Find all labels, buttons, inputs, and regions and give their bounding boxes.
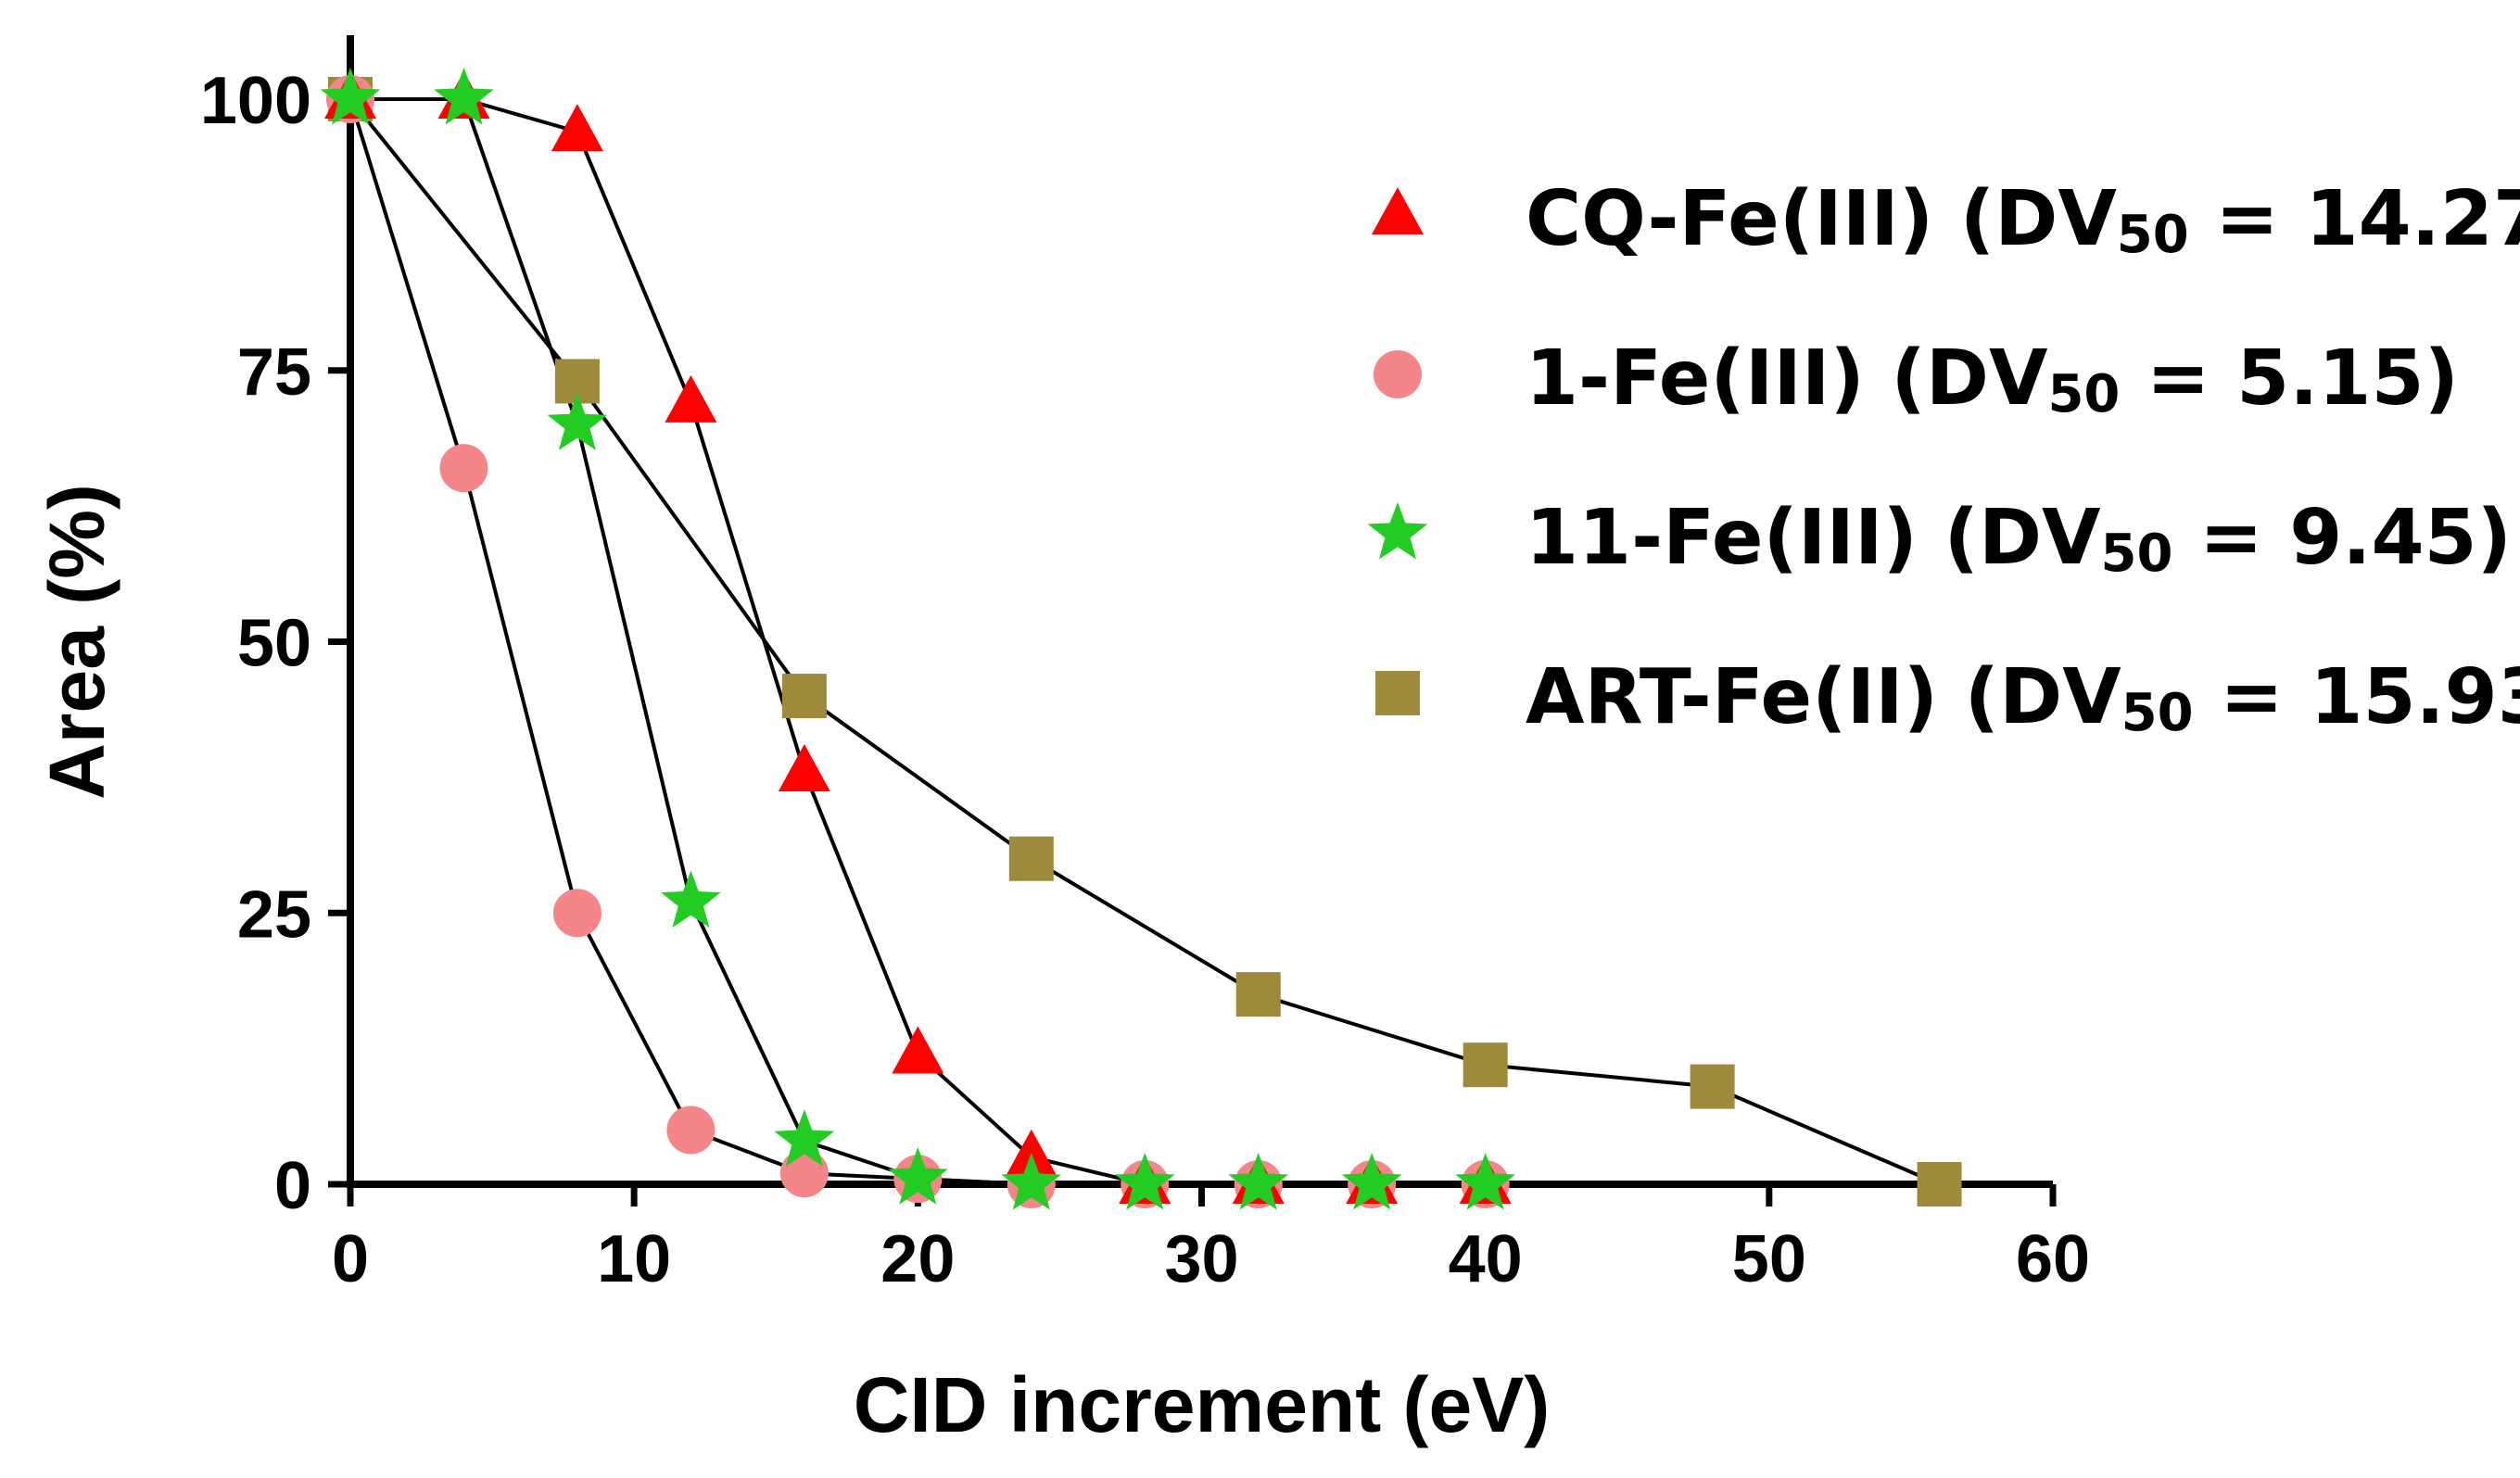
data-point-square: [781, 674, 827, 719]
data-point-circle: [552, 889, 602, 938]
legend-label-prefix: 1-Fe(III) (DV: [1526, 335, 2048, 423]
legend-item: 1-Fe(III) (DV50 = 5.15): [1374, 335, 2459, 424]
y-ticks: 0 25 50 75 100: [200, 64, 350, 1223]
legend-label-subscript: 50: [2047, 364, 2120, 424]
y-tick-label: 25: [237, 878, 311, 952]
data-point-star: [888, 1147, 948, 1205]
legend: CQ-Fe(III) (DV50 = 14.27)1-Fe(III) (DV50…: [1367, 175, 2520, 743]
legend-label-suffix: = 15.93): [2194, 653, 2520, 741]
x-tick-label: 60: [2016, 1222, 2090, 1296]
legend-marker-circle: [1374, 350, 1422, 398]
legend-label-suffix: = 5.15): [2120, 335, 2459, 423]
series-markers: [320, 68, 1962, 1210]
legend-item: CQ-Fe(III) (DV50 = 14.27): [1372, 175, 2520, 265]
legend-label-prefix: CQ-Fe(III) (DV: [1526, 175, 2117, 263]
x-tick-label: 30: [1164, 1222, 1238, 1296]
legend-marker-star: [1367, 502, 1428, 560]
data-point-circle: [439, 444, 488, 493]
series-line-2: [350, 97, 1486, 1186]
data-point-star: [1001, 1153, 1062, 1210]
data-point-triangle: [778, 744, 830, 792]
x-axis-title: CID increment (eV): [854, 1361, 1551, 1448]
legend-marker-square: [1375, 671, 1420, 715]
y-tick-label: 75: [237, 335, 311, 410]
x-tick-label: 10: [597, 1222, 671, 1296]
legend-label-subscript: 50: [2101, 524, 2173, 584]
data-point-star: [1341, 1153, 1402, 1210]
legend-item: 11-Fe(III) (DV50 = 9.45): [1367, 494, 2512, 584]
legend-label-prefix: ART-Fe(II) (DV: [1526, 653, 2121, 741]
data-point-circle: [666, 1105, 715, 1155]
data-point-star: [1455, 1153, 1515, 1210]
y-tick-label: 0: [274, 1149, 311, 1223]
y-tick-label: 50: [237, 607, 311, 681]
data-point-square: [1008, 836, 1054, 881]
legend-label-subscript: 50: [2121, 683, 2194, 743]
data-point-star: [547, 393, 608, 450]
data-point-triangle: [551, 104, 603, 152]
legend-label: CQ-Fe(III) (DV50 = 14.27): [1526, 175, 2520, 265]
data-point-star: [774, 1109, 835, 1167]
series-line-3: [348, 97, 1941, 1186]
data-point-triangle: [665, 374, 717, 423]
data-point-star: [320, 68, 381, 125]
data-point-star: [1114, 1153, 1175, 1210]
data-point-square: [1917, 1162, 1962, 1206]
legend-label-prefix: 11-Fe(III) (DV: [1526, 494, 2101, 582]
legend-label: ART-Fe(II) (DV50 = 15.93): [1526, 653, 2520, 743]
x-tick-label: 50: [1732, 1222, 1806, 1296]
legend-marker-triangle: [1372, 187, 1424, 234]
data-point-square: [1235, 972, 1281, 1017]
x-ticks: 0 10 20 30 40 50 60: [332, 1184, 2090, 1296]
legend-label-subscript: 50: [2117, 205, 2189, 265]
data-point-circle: [779, 1149, 829, 1198]
legend-label: 11-Fe(III) (DV50 = 9.45): [1526, 494, 2512, 584]
data-point-star: [1228, 1153, 1289, 1210]
data-point-square: [1463, 1042, 1508, 1088]
y-axis-title: Area (%): [33, 484, 120, 800]
data-point-star: [434, 68, 494, 125]
data-point-triangle: [892, 1026, 944, 1074]
legend-label-suffix: = 14.27): [2189, 175, 2520, 263]
legend-label-suffix: = 9.45): [2172, 494, 2512, 582]
legend-item: ART-Fe(II) (DV50 = 15.93): [1375, 653, 2520, 743]
x-tick-label: 40: [1449, 1222, 1523, 1296]
legend-label: 1-Fe(III) (DV50 = 5.15): [1526, 335, 2459, 424]
y-tick-label: 100: [200, 64, 311, 138]
data-point-star: [661, 870, 721, 928]
x-tick-label: 20: [880, 1222, 955, 1296]
data-point-square: [1690, 1064, 1735, 1109]
x-tick-label: 0: [332, 1222, 369, 1296]
